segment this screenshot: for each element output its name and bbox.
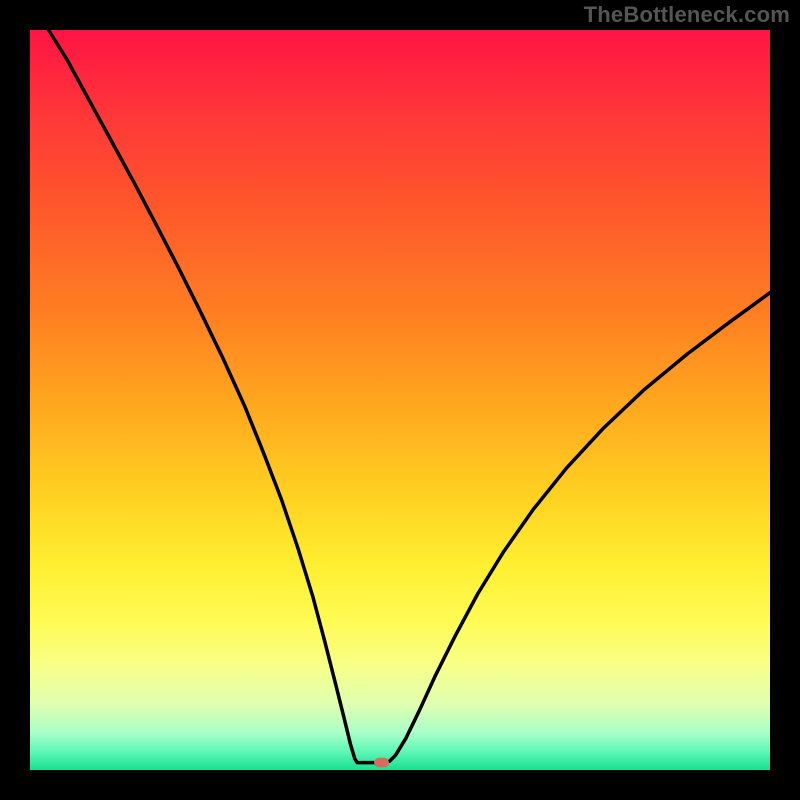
bottleneck-chart-svg	[0, 0, 800, 800]
optimal-point-marker	[374, 758, 389, 768]
chart-frame: TheBottleneck.com	[0, 0, 800, 800]
gradient-background	[30, 30, 770, 770]
